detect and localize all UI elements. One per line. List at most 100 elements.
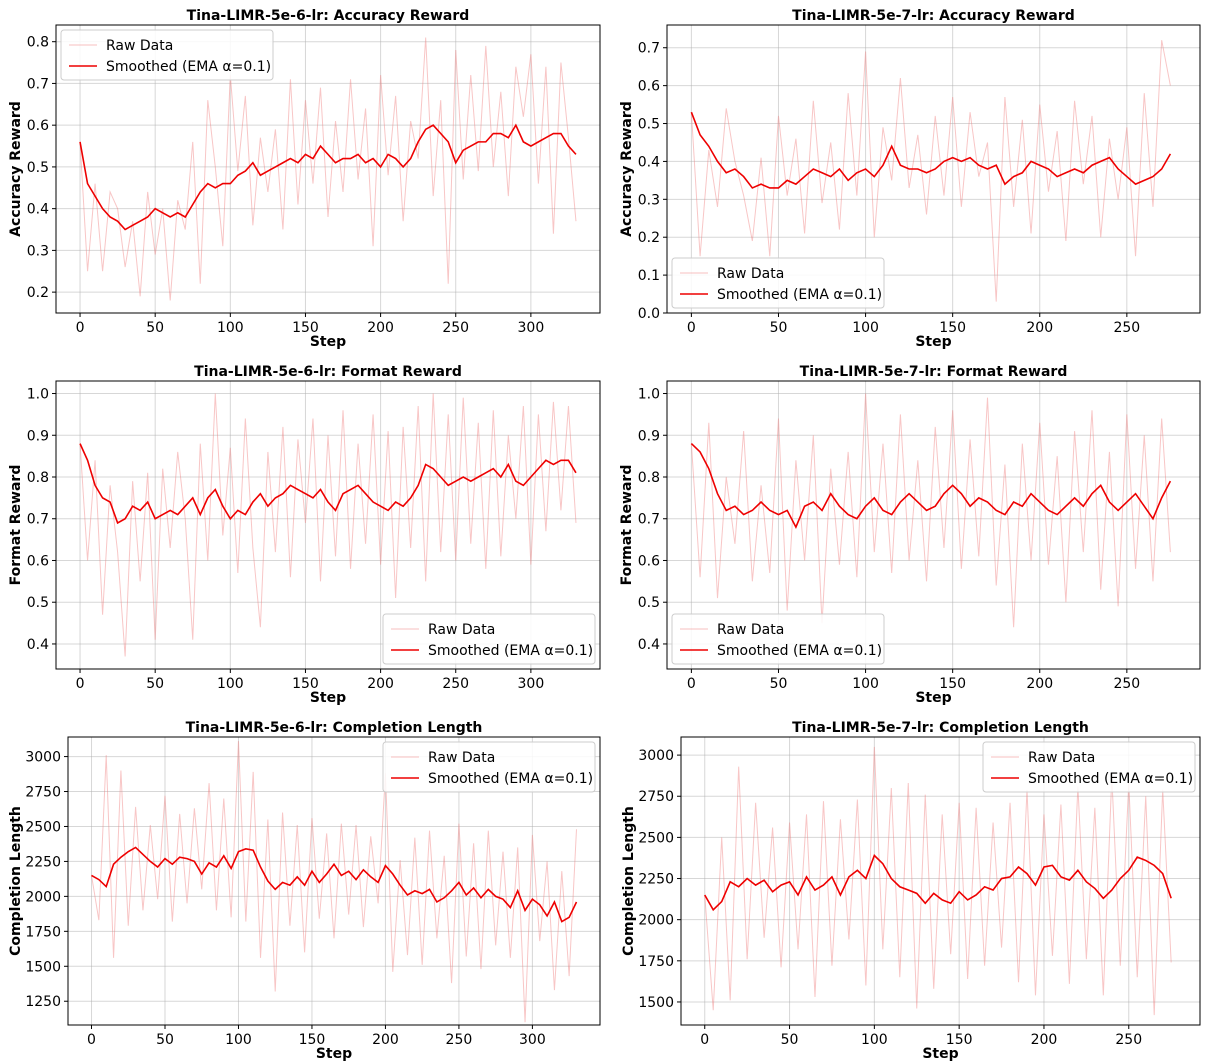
- legend: Raw Data Smoothed (EMA α=0.1): [671, 613, 885, 665]
- y-tick-label: 2750: [638, 789, 674, 805]
- y-tick-label: 0.6: [638, 79, 660, 95]
- plot-frame: [67, 736, 601, 1026]
- chart-title: Tina-LIMR-5e-7-lr: Completion Length: [792, 720, 1089, 736]
- legend-smoothed-label: Smoothed (EMA α=0.1): [428, 643, 593, 659]
- y-tick-label: 0.6: [27, 118, 49, 134]
- legend-raw-label: Raw Data: [428, 750, 495, 766]
- y-tick-label: 0.4: [638, 637, 660, 653]
- legend: Raw Data Smoothed (EMA α=0.1): [671, 257, 885, 309]
- x-tick-label: 150: [939, 320, 966, 336]
- smoothed-line: [690, 111, 1172, 189]
- y-axis-label: Format Reward: [619, 465, 635, 586]
- y-tick-label: 2000: [25, 889, 61, 905]
- legend-box: [382, 741, 596, 793]
- legend-raw-label: Raw Data: [428, 622, 495, 638]
- raw-data-line: [79, 393, 577, 657]
- chart-panel-len7: 0 50 100 150 200 250 1500 1750 2000 2250 2500 2750 3…: [621, 720, 1201, 1061]
- y-tick-label: 1.0: [638, 387, 660, 403]
- chart-title: Tina-LIMR-5e-6-lr: Accuracy Reward: [187, 8, 470, 24]
- chart-title: Tina-LIMR-5e-7-lr: Accuracy Reward: [792, 8, 1075, 24]
- x-tick-label: 0: [76, 320, 85, 336]
- y-tick-label: 2250: [25, 854, 61, 870]
- x-tick-label: 0: [76, 676, 85, 692]
- legend-raw-label: Raw Data: [106, 38, 173, 54]
- x-tick-label: 100: [852, 320, 879, 336]
- x-tick-label: 100: [852, 676, 879, 692]
- plot-frame: [666, 24, 1201, 314]
- x-axis-label: Step: [316, 1046, 352, 1061]
- x-tick-label: 100: [217, 676, 244, 692]
- x-tick-label: 0: [87, 1032, 96, 1048]
- y-tick-label: 0.5: [638, 117, 660, 133]
- x-tick-label: 50: [156, 1032, 174, 1048]
- chart-title: Tina-LIMR-5e-6-lr: Format Reward: [194, 364, 462, 380]
- chart-title: Tina-LIMR-5e-7-lr: Format Reward: [800, 364, 1068, 380]
- legend-raw-label: Raw Data: [717, 622, 784, 638]
- x-axis-label: Step: [310, 334, 346, 350]
- x-tick-label: 200: [367, 676, 394, 692]
- x-tick-label: 100: [217, 320, 244, 336]
- x-tick-label: 250: [1113, 676, 1140, 692]
- plot-frame: [55, 24, 601, 314]
- legend-smoothed-label: Smoothed (EMA α=0.1): [717, 287, 882, 303]
- legend-box: [671, 613, 885, 665]
- y-tick-label: 0.7: [27, 512, 49, 528]
- x-tick-label: 150: [292, 676, 319, 692]
- legend-box: [671, 257, 885, 309]
- y-tick-label: 2500: [25, 819, 61, 835]
- chart-panel-len6: 0 50 100 150 200 250 300 1250 1500 1750 2000 2250 25…: [8, 720, 601, 1061]
- y-tick-label: 0.5: [27, 160, 49, 176]
- legend-smoothed-label: Smoothed (EMA α=0.1): [106, 59, 271, 75]
- x-tick-label: 200: [372, 1032, 399, 1048]
- chart-title: Tina-LIMR-5e-6-lr: Completion Length: [186, 720, 483, 736]
- y-tick-label: 0.1: [638, 268, 660, 284]
- y-tick-label: 0.5: [638, 595, 660, 611]
- y-tick-label: 0.6: [638, 553, 660, 569]
- chart-panel-acc7: 0 50 100 150 200 250 0.0 0.1 0.2 0.3 0.4 0.5 0.6 0.7 T…: [619, 8, 1201, 350]
- y-tick-label: 2500: [638, 830, 674, 846]
- y-tick-label: 0.4: [638, 154, 660, 170]
- y-tick-label: 1500: [638, 995, 674, 1011]
- x-tick-label: 250: [442, 320, 469, 336]
- x-tick-label: 250: [442, 676, 469, 692]
- plot-frame: [680, 736, 1201, 1026]
- chart-panel-acc6: 0 50 100 150 200 250 300 0.2 0.3 0.4 0.5 0.6 0.7 0.8 T…: [8, 8, 601, 350]
- legend-smoothed-label: Smoothed (EMA α=0.1): [1028, 771, 1193, 787]
- smoothed-line: [79, 123, 577, 231]
- y-tick-label: 2250: [638, 872, 674, 888]
- x-tick-label: 150: [939, 676, 966, 692]
- x-tick-label: 50: [146, 320, 164, 336]
- y-tick-label: 1.0: [27, 387, 49, 403]
- raw-data-line: [690, 393, 1171, 628]
- y-tick-label: 0.2: [27, 285, 49, 301]
- raw-data-line: [91, 741, 577, 1023]
- chart-panel-fmt7: 0 50 100 150 200 250 0.4 0.5 0.6 0.7 0.8 0.9 1.0 Tina…: [619, 364, 1201, 706]
- chart-panel-fmt6: 0 50 100 150 200 250 300 0.4 0.5 0.6 0.7 0.8 0.9 1.0 T…: [8, 364, 601, 706]
- x-tick-label: 300: [519, 1032, 546, 1048]
- raw-data-line: [690, 40, 1171, 302]
- legend-smoothed-label: Smoothed (EMA α=0.1): [428, 771, 593, 787]
- smoothed-line: [79, 443, 577, 525]
- legend-smoothed-label: Smoothed (EMA α=0.1): [717, 643, 882, 659]
- y-tick-label: 0.4: [27, 202, 49, 218]
- x-tick-label: 300: [518, 676, 545, 692]
- y-tick-label: 1250: [25, 994, 61, 1010]
- smoothed-line: [704, 854, 1172, 912]
- y-tick-label: 0.2: [638, 230, 660, 246]
- x-tick-label: 250: [1115, 1032, 1142, 1048]
- x-tick-label: 100: [225, 1032, 252, 1048]
- y-tick-label: 2000: [638, 913, 674, 929]
- legend: Raw Data Smoothed (EMA α=0.1): [982, 741, 1196, 793]
- x-axis-label: Step: [915, 690, 951, 706]
- x-tick-label: 100: [861, 1032, 888, 1048]
- x-tick-label: 200: [1026, 320, 1053, 336]
- y-axis-label: Accuracy Reward: [8, 101, 24, 237]
- legend-raw-label: Raw Data: [1028, 750, 1095, 766]
- x-tick-label: 0: [687, 320, 696, 336]
- x-tick-label: 200: [1026, 676, 1053, 692]
- y-tick-label: 2750: [25, 785, 61, 801]
- legend-box: [982, 741, 1196, 793]
- x-tick-label: 0: [700, 1032, 709, 1048]
- y-tick-label: 1750: [25, 924, 61, 940]
- y-tick-label: 0.4: [27, 637, 49, 653]
